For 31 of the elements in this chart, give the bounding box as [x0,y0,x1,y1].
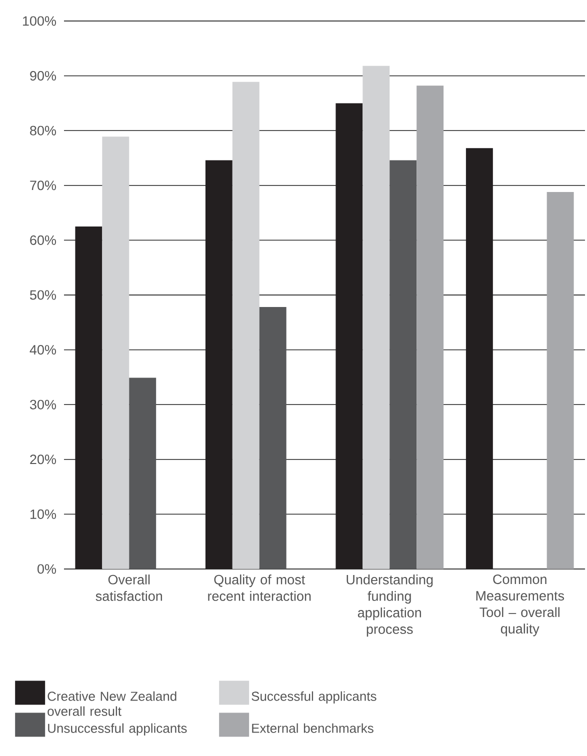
bar [232,82,260,569]
y-tick-label: 40% [30,345,56,355]
y-tick-label: 90% [30,71,56,81]
bar [259,307,286,569]
y-tick-label: 60% [30,235,56,245]
bar [362,66,390,569]
y-tick-label: 0% [38,564,56,574]
bar [546,192,574,569]
bar [416,86,444,569]
y-tick-label: 70% [30,180,56,190]
legend-label: Unsuccessful applicants [48,723,187,736]
bar [129,378,156,569]
x-tick-label: Overall satisfaction [96,574,162,601]
x-tick-label: Common Measurements Tool – overall quality [476,574,564,636]
bar [336,103,363,569]
y-tick-label: 30% [30,400,56,410]
x-tick-label: Quality of most recent interaction [208,574,311,601]
bar [466,148,493,569]
y-tick-label: 100% [22,16,56,26]
y-tick-label: 20% [30,454,56,464]
bar [205,160,232,569]
bar [102,136,130,569]
y-tick-label: 80% [30,126,56,136]
legend-label: External benchmarks [252,723,374,733]
bar [390,160,417,569]
legend-label: Successful applicants [252,691,376,704]
y-tick-label: 10% [30,509,56,519]
y-tick-label: 50% [30,290,56,300]
legend-label: Creative New Zealand overall result [48,691,176,716]
x-tick-label: Understanding funding application process [346,574,433,637]
bar [75,226,102,569]
